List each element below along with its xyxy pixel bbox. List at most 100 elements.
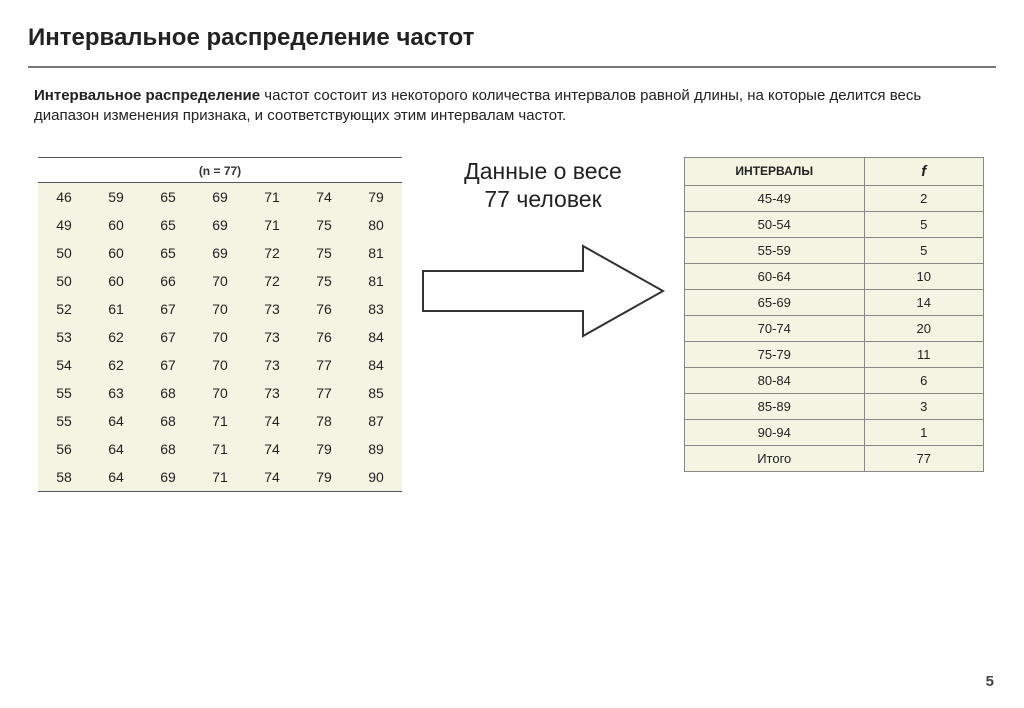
interval-cell: 65-69 (685, 289, 865, 315)
data-cell: 75 (298, 267, 350, 295)
page-title: Интервальное распределение частот (28, 24, 996, 52)
data-cell: 60 (90, 239, 142, 267)
arrow-icon (413, 236, 673, 346)
data-cell: 53 (38, 323, 90, 351)
table-row: 65-6914 (685, 289, 984, 315)
interval-cell: 90-94 (685, 419, 865, 445)
data-cell: 76 (298, 323, 350, 351)
frequency-cell: 3 (864, 393, 984, 419)
data-cell: 52 (38, 295, 90, 323)
data-cell: 64 (90, 435, 142, 463)
data-cell: 64 (90, 463, 142, 492)
data-cell: 46 (38, 182, 90, 211)
data-cell: 72 (246, 267, 298, 295)
data-cell: 65 (142, 182, 194, 211)
page-number: 5 (986, 673, 994, 690)
data-cell: 70 (194, 323, 246, 351)
table-row: 46596569717479 (38, 182, 402, 211)
interval-cell: 75-79 (685, 341, 865, 367)
data-cell: 72 (246, 239, 298, 267)
table-row: 55636870737785 (38, 379, 402, 407)
data-cell: 70 (194, 351, 246, 379)
data-cell: 77 (298, 351, 350, 379)
data-cell: 83 (350, 295, 402, 323)
data-cell: 69 (194, 182, 246, 211)
table-row: 50-545 (685, 211, 984, 237)
data-cell: 71 (194, 435, 246, 463)
table-row: 90-941 (685, 419, 984, 445)
interval-cell: 70-74 (685, 315, 865, 341)
total-value-cell: 77 (864, 445, 984, 471)
data-cell: 87 (350, 407, 402, 435)
data-cell: 89 (350, 435, 402, 463)
data-cell: 73 (246, 295, 298, 323)
description-bold: Интервальное распределение (34, 87, 260, 104)
table-row: 45-492 (685, 185, 984, 211)
frequency-cell: 20 (864, 315, 984, 341)
data-cell: 79 (350, 182, 402, 211)
interval-cell: 50-54 (685, 211, 865, 237)
content-row: (n = 77) 4659656971747949606569717580506… (28, 157, 996, 492)
data-cell: 69 (194, 211, 246, 239)
data-cell: 67 (142, 295, 194, 323)
data-cell: 56 (38, 435, 90, 463)
frequency-cell: 11 (864, 341, 984, 367)
frequency-cell: 2 (864, 185, 984, 211)
data-cell: 69 (194, 239, 246, 267)
data-cell: 79 (298, 463, 350, 492)
data-cell: 71 (194, 463, 246, 492)
frequency-cell: 6 (864, 367, 984, 393)
data-cell: 80 (350, 211, 402, 239)
data-cell: 55 (38, 407, 90, 435)
data-cell: 62 (90, 351, 142, 379)
title-divider (28, 66, 996, 68)
interval-cell: 45-49 (685, 185, 865, 211)
data-cell: 78 (298, 407, 350, 435)
data-cell: 68 (142, 379, 194, 407)
data-cell: 90 (350, 463, 402, 492)
table-row: 60-6410 (685, 263, 984, 289)
data-cell: 60 (90, 267, 142, 295)
data-cell: 73 (246, 379, 298, 407)
data-cell: 74 (298, 182, 350, 211)
table-row: 70-7420 (685, 315, 984, 341)
frequency-cell: 5 (864, 211, 984, 237)
data-cell: 74 (246, 407, 298, 435)
data-cell: 81 (350, 239, 402, 267)
freq-header-f: f (864, 157, 984, 185)
data-cell: 70 (194, 267, 246, 295)
interval-cell: 85-89 (685, 393, 865, 419)
data-cell: 55 (38, 379, 90, 407)
data-cell: 49 (38, 211, 90, 239)
data-cell: 50 (38, 267, 90, 295)
data-cell: 77 (298, 379, 350, 407)
freq-header-interval: ИНТЕРВАЛЫ (685, 157, 865, 185)
data-cell: 68 (142, 407, 194, 435)
data-cell: 73 (246, 351, 298, 379)
data-cell: 75 (298, 211, 350, 239)
table-row: 75-7911 (685, 341, 984, 367)
description-paragraph: Интервальное распределение частот состои… (28, 86, 996, 127)
frequency-cell: 1 (864, 419, 984, 445)
data-cell: 67 (142, 323, 194, 351)
table-row: 53626770737684 (38, 323, 402, 351)
frequency-table: ИНТЕРВАЛЫ f 45-49250-54555-59560-641065-… (684, 157, 984, 472)
table-row: 55-595 (685, 237, 984, 263)
table-row: 52616770737683 (38, 295, 402, 323)
raw-data-header: (n = 77) (38, 157, 402, 182)
data-cell: 75 (298, 239, 350, 267)
data-cell: 85 (350, 379, 402, 407)
raw-data-table: (n = 77) 4659656971747949606569717580506… (38, 157, 402, 492)
data-cell: 60 (90, 211, 142, 239)
data-cell: 70 (194, 379, 246, 407)
data-cell: 63 (90, 379, 142, 407)
table-row: 50606670727581 (38, 267, 402, 295)
interval-cell: 80-84 (685, 367, 865, 393)
data-cell: 54 (38, 351, 90, 379)
table-row: 85-893 (685, 393, 984, 419)
data-cell: 71 (246, 182, 298, 211)
data-cell: 69 (142, 463, 194, 492)
data-cell: 74 (246, 463, 298, 492)
data-cell: 58 (38, 463, 90, 492)
data-cell: 71 (194, 407, 246, 435)
